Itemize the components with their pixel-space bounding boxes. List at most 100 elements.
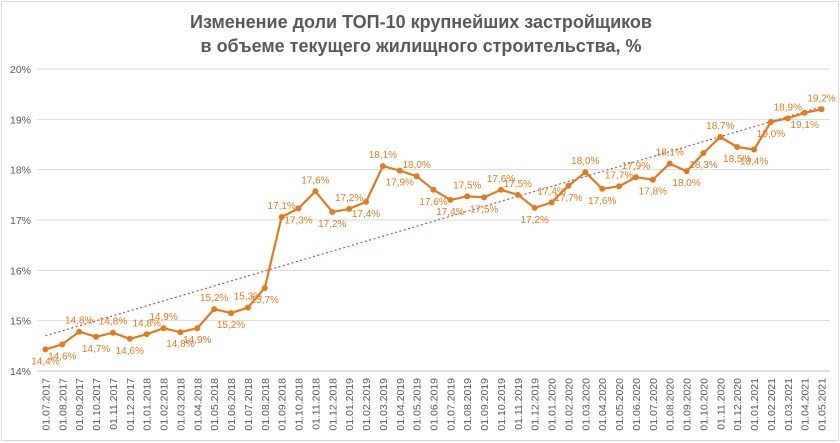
data-point xyxy=(379,163,386,170)
x-tick-label: 01.02.2018 xyxy=(159,378,171,431)
x-tick-label: 01.06.2018 xyxy=(226,378,238,431)
data-label: 14,4% xyxy=(31,356,59,367)
data-point xyxy=(261,284,268,291)
x-tick-label: 01.12.2017 xyxy=(125,378,137,431)
data-label: 19,1% xyxy=(791,120,819,131)
data-label: 17,5% xyxy=(504,179,532,190)
data-label: 17,4% xyxy=(436,207,464,218)
data-labels: 14,4%14,6%14,8%14,7%14,8%14,6%14,8%14,9%… xyxy=(31,93,836,367)
data-label: 17,4% xyxy=(537,186,565,197)
x-tick-label: 01.09.2017 xyxy=(74,378,86,431)
x-axis-ticks: 01.07.2017 01.08.2017 01.09.2017 01.10.2017… xyxy=(40,378,828,431)
data-label: 18,5% xyxy=(723,154,751,165)
x-tick-label: 01.05.2020 xyxy=(614,378,626,431)
data-label: 17,2% xyxy=(318,219,346,230)
x-tick-label: 01.11.2018 xyxy=(310,378,322,430)
x-tick-label: 01.11.2019 xyxy=(513,378,525,430)
data-label: 17,9% xyxy=(386,178,414,189)
x-tick-label: 01.11.2017 xyxy=(108,378,120,430)
x-tick-label: 01.02.2019 xyxy=(361,378,373,431)
data-point xyxy=(413,173,420,180)
data-point xyxy=(295,205,302,212)
x-tick-label: 01.12.2020 xyxy=(732,378,744,431)
data-point xyxy=(278,213,285,220)
data-point xyxy=(548,199,555,206)
y-tick-label: 15% xyxy=(10,316,31,328)
data-label: 17,6% xyxy=(588,196,616,207)
data-point xyxy=(126,335,133,342)
data-point xyxy=(109,329,116,336)
x-tick-label: 01.08.2018 xyxy=(260,378,272,431)
data-label: 14,8% xyxy=(99,317,127,328)
x-tick-label: 01.04.2020 xyxy=(597,378,609,431)
trendline xyxy=(45,106,822,337)
data-point xyxy=(42,346,49,353)
x-tick-label: 01.02.2021 xyxy=(766,378,778,431)
x-tick-label: 01.05.2021 xyxy=(817,378,829,431)
data-point xyxy=(430,186,437,193)
data-label: 15,2% xyxy=(200,293,228,304)
data-points xyxy=(42,106,825,353)
trendline-path xyxy=(45,106,822,337)
data-label: 14,8% xyxy=(65,316,93,327)
x-tick-label: 01.07.2020 xyxy=(648,378,660,431)
data-label: 17,7% xyxy=(554,193,582,204)
x-tick-label: 01.12.2018 xyxy=(327,378,339,431)
x-tick-label: 01.08.2020 xyxy=(665,378,677,431)
data-point xyxy=(582,169,589,176)
data-label: 17,3% xyxy=(284,215,312,226)
x-tick-label: 01.10.2017 xyxy=(91,378,103,431)
data-label: 18,4% xyxy=(740,157,768,168)
x-tick-label: 01.01.2018 xyxy=(142,378,154,431)
chart-title-line-1: Изменение доли ТОП-10 крупнейших застрой… xyxy=(190,12,652,32)
x-tick-label: 01.07.2019 xyxy=(445,378,457,431)
y-tick-label: 18% xyxy=(10,165,31,177)
data-point xyxy=(329,208,336,215)
x-tick-label: 01.04.2018 xyxy=(192,378,204,431)
chart-title-line-2: в объеме текущего жилищного строительств… xyxy=(200,36,642,56)
data-point xyxy=(616,183,623,190)
x-tick-label: 01.09.2019 xyxy=(479,378,491,431)
x-tick-label: 01.10.2019 xyxy=(496,378,508,431)
data-point xyxy=(599,185,606,192)
data-point xyxy=(784,115,791,122)
data-label: 19,0% xyxy=(757,129,785,140)
data-point xyxy=(160,325,167,332)
x-tick-label: 01.08.2017 xyxy=(57,378,69,431)
data-point xyxy=(481,194,488,201)
data-label: 14,8% xyxy=(166,339,194,350)
x-tick-label: 01.05.2018 xyxy=(209,378,221,431)
data-point xyxy=(531,204,538,211)
data-point xyxy=(244,304,251,311)
data-label: 14,9% xyxy=(149,312,177,323)
data-point xyxy=(818,106,825,113)
x-tick-label: 01.04.2021 xyxy=(800,378,812,431)
data-label: 14,6% xyxy=(48,351,76,362)
data-label: 14,9% xyxy=(183,335,211,346)
data-label: 15,7% xyxy=(251,295,279,306)
x-tick-label: 01.10.2020 xyxy=(698,378,710,431)
y-tick-label: 19% xyxy=(10,114,31,126)
data-label: 17,6% xyxy=(301,175,329,186)
data-point xyxy=(228,310,235,317)
data-label: 15,2% xyxy=(217,320,245,331)
data-point xyxy=(76,328,83,335)
data-point xyxy=(396,167,403,174)
data-point xyxy=(447,196,454,203)
y-tick-label: 20% xyxy=(10,64,31,76)
x-tick-label: 01.08.2019 xyxy=(462,378,474,431)
data-label: 17,5% xyxy=(470,204,498,215)
data-point xyxy=(751,146,758,153)
data-label: 18,1% xyxy=(369,150,397,161)
data-point xyxy=(514,191,521,198)
x-tick-label: 01.06.2020 xyxy=(631,378,643,431)
data-point xyxy=(767,118,774,125)
data-label: 18,0% xyxy=(672,178,700,189)
data-point xyxy=(143,331,150,338)
data-point xyxy=(666,160,673,167)
data-label: 17,7% xyxy=(605,170,633,181)
x-tick-label: 01.01.2019 xyxy=(344,378,356,431)
x-tick-label: 01.03.2019 xyxy=(378,378,390,431)
x-tick-label: 01.07.2017 xyxy=(40,378,52,431)
